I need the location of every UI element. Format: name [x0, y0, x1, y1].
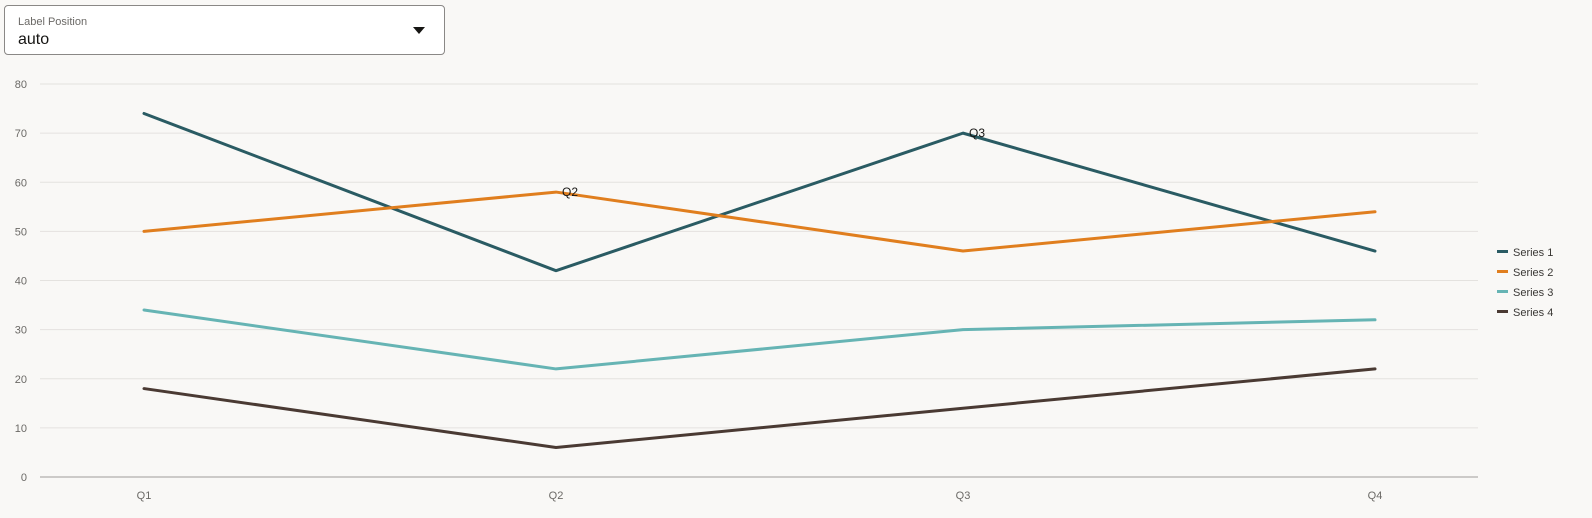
x-tick-label: Q2: [549, 490, 564, 502]
legend-swatch: [1497, 250, 1508, 253]
label-position-label: Label Position: [18, 16, 88, 28]
legend-item-series-4[interactable]: Series 4: [1497, 307, 1553, 319]
y-tick-label: 20: [15, 374, 27, 386]
y-tick-label: 50: [15, 226, 27, 238]
series-lines: [142, 111, 1377, 450]
x-tick-label: Q1: [137, 490, 152, 502]
y-tick-label: 40: [15, 276, 27, 288]
series-line-4[interactable]: [142, 367, 1377, 450]
y-tick-label: 30: [15, 325, 27, 337]
legend-item-series-3[interactable]: Series 3: [1497, 287, 1553, 299]
legend-item-series-2[interactable]: Series 2: [1497, 267, 1553, 279]
y-tick-label: 0: [21, 472, 27, 484]
legend-swatch: [1497, 270, 1508, 273]
legend: Series 1 Series 2 Series 3 Series 4: [1497, 247, 1553, 319]
chevron-down-icon[interactable]: [413, 27, 425, 34]
y-tick-label: 80: [15, 79, 27, 91]
legend-label: Series 3: [1513, 287, 1553, 299]
legend-swatch: [1497, 310, 1508, 313]
data-labels: Q2 Q3: [562, 126, 985, 199]
y-tick-label: 10: [15, 423, 27, 435]
gridlines: [40, 83, 1478, 429]
label-position-value: auto: [18, 31, 50, 48]
y-tick-label: 60: [15, 177, 27, 189]
series-line-1[interactable]: [142, 111, 1377, 273]
series-line-3[interactable]: [142, 308, 1377, 371]
data-label: Q3: [969, 126, 985, 140]
x-tick-label: Q3: [956, 490, 971, 502]
x-tick-label: Q4: [1368, 490, 1383, 502]
label-position-select[interactable]: Label Position auto: [4, 5, 445, 55]
axes: 0 10 20 30 40 50 60 70 80 Q1 Q2 Q3 Q4: [15, 79, 1478, 502]
legend-label: Series 1: [1513, 247, 1553, 259]
legend-label: Series 2: [1513, 267, 1553, 279]
series-line-2[interactable]: [142, 190, 1377, 253]
legend-label: Series 4: [1513, 307, 1553, 319]
y-tick-label: 70: [15, 128, 27, 140]
data-label: Q2: [562, 185, 578, 199]
legend-swatch: [1497, 290, 1508, 293]
legend-item-series-1[interactable]: Series 1: [1497, 247, 1553, 259]
